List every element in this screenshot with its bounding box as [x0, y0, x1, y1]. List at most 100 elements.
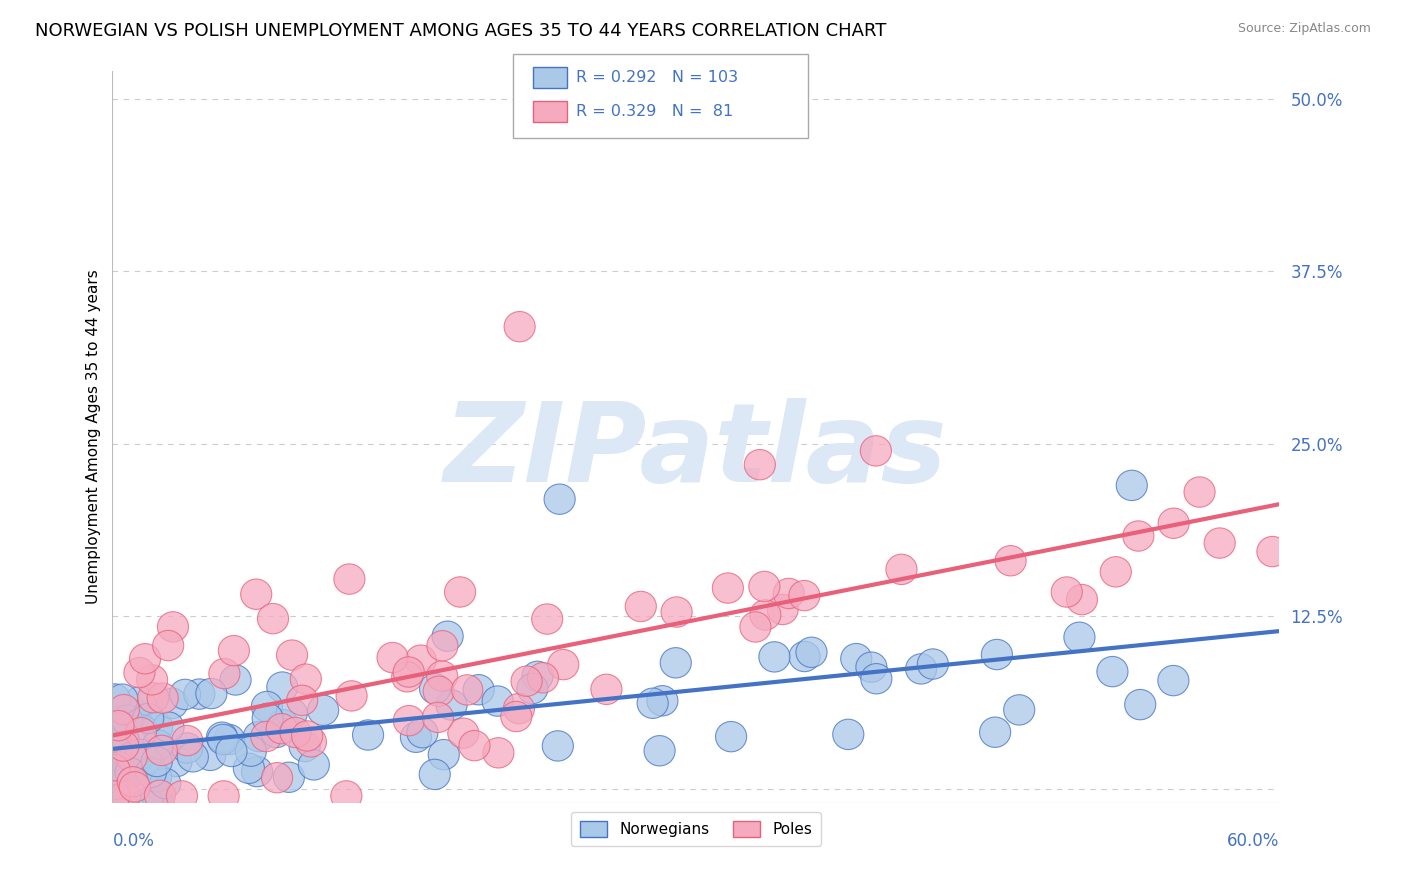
Ellipse shape — [531, 604, 562, 634]
Ellipse shape — [146, 735, 177, 765]
Ellipse shape — [591, 674, 621, 705]
Ellipse shape — [138, 682, 169, 713]
Ellipse shape — [98, 723, 129, 754]
Ellipse shape — [114, 741, 145, 772]
Ellipse shape — [336, 681, 367, 711]
Ellipse shape — [100, 769, 131, 799]
Ellipse shape — [98, 755, 129, 785]
Ellipse shape — [141, 762, 172, 792]
Ellipse shape — [107, 684, 138, 714]
Ellipse shape — [103, 710, 134, 741]
Ellipse shape — [273, 762, 305, 792]
Ellipse shape — [436, 690, 467, 720]
Ellipse shape — [262, 717, 292, 747]
Ellipse shape — [1257, 536, 1288, 566]
Ellipse shape — [429, 739, 460, 770]
Ellipse shape — [172, 733, 202, 764]
Ellipse shape — [1204, 528, 1236, 558]
Ellipse shape — [1184, 477, 1215, 508]
Ellipse shape — [768, 594, 799, 624]
Ellipse shape — [157, 612, 188, 642]
Text: ZIPatlas: ZIPatlas — [444, 398, 948, 505]
Text: R = 0.292   N = 103: R = 0.292 N = 103 — [576, 70, 738, 85]
Ellipse shape — [143, 788, 174, 818]
Ellipse shape — [135, 757, 166, 788]
Ellipse shape — [1097, 657, 1128, 687]
Ellipse shape — [170, 679, 201, 710]
Ellipse shape — [401, 723, 432, 753]
Ellipse shape — [101, 732, 134, 763]
Ellipse shape — [104, 720, 135, 750]
Ellipse shape — [120, 741, 150, 772]
Ellipse shape — [250, 722, 281, 752]
Ellipse shape — [111, 705, 142, 735]
Ellipse shape — [131, 745, 162, 775]
Ellipse shape — [394, 706, 425, 736]
Ellipse shape — [166, 780, 197, 811]
Ellipse shape — [195, 678, 226, 709]
Ellipse shape — [108, 731, 139, 761]
Ellipse shape — [995, 546, 1026, 576]
Ellipse shape — [184, 679, 215, 709]
Ellipse shape — [463, 674, 495, 705]
Ellipse shape — [132, 703, 163, 733]
Ellipse shape — [626, 591, 657, 622]
Ellipse shape — [522, 661, 553, 691]
Ellipse shape — [100, 739, 131, 770]
Ellipse shape — [482, 738, 515, 768]
Ellipse shape — [298, 749, 329, 780]
Ellipse shape — [544, 484, 575, 515]
Ellipse shape — [157, 689, 188, 719]
Text: NORWEGIAN VS POLISH UNEMPLOYMENT AMONG AGES 35 TO 44 YEARS CORRELATION CHART: NORWEGIAN VS POLISH UNEMPLOYMENT AMONG A… — [35, 22, 887, 40]
Ellipse shape — [333, 564, 366, 594]
Ellipse shape — [458, 731, 491, 761]
Ellipse shape — [773, 578, 804, 608]
Ellipse shape — [207, 724, 239, 755]
Ellipse shape — [543, 731, 574, 761]
Ellipse shape — [98, 721, 129, 751]
Ellipse shape — [503, 693, 534, 723]
Ellipse shape — [107, 742, 138, 772]
Ellipse shape — [290, 664, 322, 694]
Ellipse shape — [219, 665, 252, 695]
Ellipse shape — [759, 641, 790, 672]
Ellipse shape — [291, 721, 323, 751]
Ellipse shape — [240, 579, 271, 609]
Ellipse shape — [125, 739, 156, 770]
Ellipse shape — [252, 691, 283, 722]
Ellipse shape — [194, 740, 226, 771]
Y-axis label: Unemployment Among Ages 35 to 44 years: Unemployment Among Ages 35 to 44 years — [86, 269, 101, 605]
Ellipse shape — [98, 780, 129, 811]
Ellipse shape — [110, 780, 141, 811]
Ellipse shape — [134, 742, 165, 772]
Ellipse shape — [501, 701, 531, 731]
Ellipse shape — [427, 631, 458, 661]
Ellipse shape — [267, 709, 298, 739]
Ellipse shape — [377, 642, 408, 673]
Ellipse shape — [422, 702, 454, 732]
Ellipse shape — [419, 673, 450, 704]
Ellipse shape — [132, 788, 163, 818]
Ellipse shape — [280, 717, 311, 747]
Ellipse shape — [353, 720, 384, 750]
Ellipse shape — [392, 662, 423, 692]
Ellipse shape — [153, 631, 184, 661]
Ellipse shape — [749, 571, 780, 601]
Ellipse shape — [841, 643, 872, 673]
Ellipse shape — [637, 688, 668, 718]
Ellipse shape — [527, 663, 558, 693]
Ellipse shape — [1116, 470, 1147, 500]
Ellipse shape — [108, 724, 139, 755]
Ellipse shape — [426, 661, 458, 691]
Ellipse shape — [661, 597, 692, 627]
Text: R = 0.329   N =  81: R = 0.329 N = 81 — [576, 104, 734, 119]
Ellipse shape — [105, 706, 136, 737]
Ellipse shape — [142, 780, 173, 811]
Ellipse shape — [330, 780, 361, 811]
Ellipse shape — [482, 686, 513, 716]
Ellipse shape — [419, 759, 450, 789]
Ellipse shape — [262, 763, 292, 793]
Ellipse shape — [432, 621, 463, 651]
Ellipse shape — [716, 722, 747, 752]
Ellipse shape — [209, 658, 240, 689]
